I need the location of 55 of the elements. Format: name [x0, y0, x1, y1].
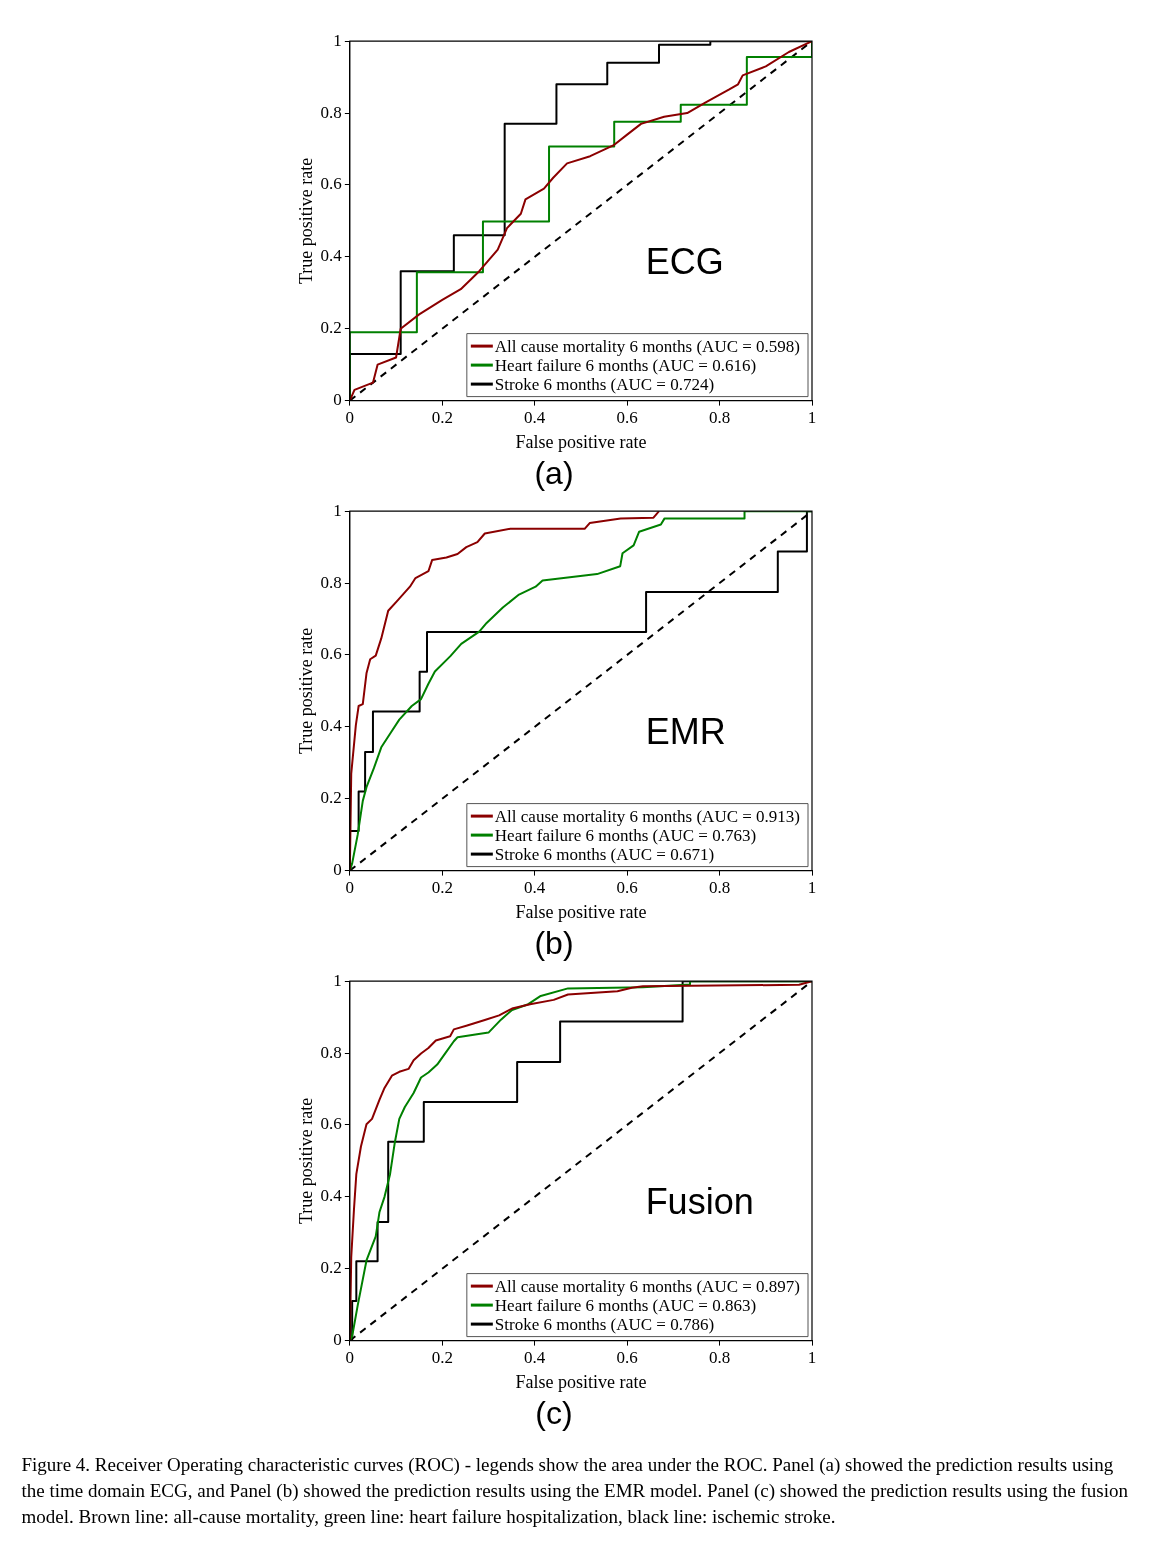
text: (c) — [534, 1394, 573, 1431]
legend-label: All cause mortality 6 months (AUC = 0.913) — [494, 806, 800, 826]
y-axis-title: True positive rate — [295, 627, 316, 755]
y-tick-label: 0.6 — [320, 1114, 342, 1134]
y-axis-title: True positive rate — [295, 1097, 316, 1225]
legend-label: All cause mortality 6 months (AUC = 0.598) — [494, 336, 800, 356]
y-tick-label: 0.8 — [320, 102, 342, 122]
y-tick-label: 1 — [332, 500, 342, 520]
x-tick-label: 1 — [807, 878, 816, 898]
y-tick-label: 0 — [332, 390, 342, 410]
x-tick-label: 0.4 — [523, 1348, 546, 1368]
y-tick-label: 0.2 — [320, 788, 342, 808]
x-tick-label: 0.8 — [708, 878, 730, 898]
x-tick-label: 0.6 — [616, 408, 638, 428]
x-tick-label: 0.4 — [523, 878, 546, 898]
legend-label: Heart failure 6 months (AUC = 0.763) — [494, 825, 756, 845]
text: (a) — [533, 454, 574, 491]
y-tick-label: 0.4 — [320, 716, 342, 736]
caption: Figure 4. Receiver Operating characteristic curves (ROC) - legends show the area under the ROC. Panel (a) showed the prediction results using the time domain ECG, and Panel (b) showed the prediction results using the EMR model. Panel (c) showed the prediction results using the fusion model. Brown line: all-cause mortality, green line: heart failure hospitalization, black line: ischemic stroke. — [21, 1453, 1130, 1529]
y-tick-label: 0 — [332, 860, 342, 880]
y-tick-label: 1 — [332, 970, 342, 990]
y-tick-label: 1 — [332, 30, 342, 50]
legend-label: All cause mortality 6 months (AUC = 0.897) — [494, 1276, 800, 1296]
x-tick-label: 0.2 — [431, 408, 453, 428]
x-tick-label: 0.6 — [616, 1348, 638, 1368]
annotation: Fusion — [645, 1180, 754, 1222]
x-tick-label: 1 — [807, 408, 816, 428]
x-tick-label: 0.8 — [708, 408, 730, 428]
y-tick-label: 0.6 — [320, 644, 342, 664]
y-tick-label: 0.4 — [320, 246, 342, 266]
legend-label: Heart failure 6 months (AUC = 0.616) — [494, 355, 756, 375]
x-axis-title: False positive rate — [514, 431, 646, 452]
x-tick-label: 1 — [807, 1348, 816, 1368]
y-tick-label: 0.8 — [320, 1042, 342, 1062]
legend-label: Stroke 6 months (AUC = 0.671) — [494, 844, 714, 864]
x-axis-title: False positive rate — [514, 901, 646, 922]
legend-label: Heart failure 6 months (AUC = 0.863) — [494, 1295, 756, 1315]
text: (b) — [533, 924, 574, 961]
y-tick-label: 0.6 — [320, 174, 342, 194]
y-tick-label: 0.2 — [320, 318, 342, 338]
annotation: EMR — [645, 710, 726, 752]
y-tick-label: 0.8 — [320, 572, 342, 592]
x-tick-label: 0.4 — [523, 408, 546, 428]
y-tick-label: 0.4 — [320, 1186, 342, 1206]
x-tick-label: 0.8 — [708, 1348, 730, 1368]
x-axis-title: False positive rate — [514, 1371, 646, 1392]
y-axis-title: True positive rate — [295, 157, 316, 285]
y-tick-label: 0 — [332, 1330, 342, 1350]
x-tick-label: 0.2 — [431, 1348, 453, 1368]
legend-label: Stroke 6 months (AUC = 0.786) — [494, 1314, 714, 1334]
x-tick-label: 0.6 — [616, 878, 638, 898]
x-tick-label: 0.2 — [431, 878, 453, 898]
annotation: ECG — [645, 240, 724, 282]
legend-label: Stroke 6 months (AUC = 0.724) — [494, 374, 714, 394]
y-tick-label: 0.2 — [320, 1258, 342, 1278]
